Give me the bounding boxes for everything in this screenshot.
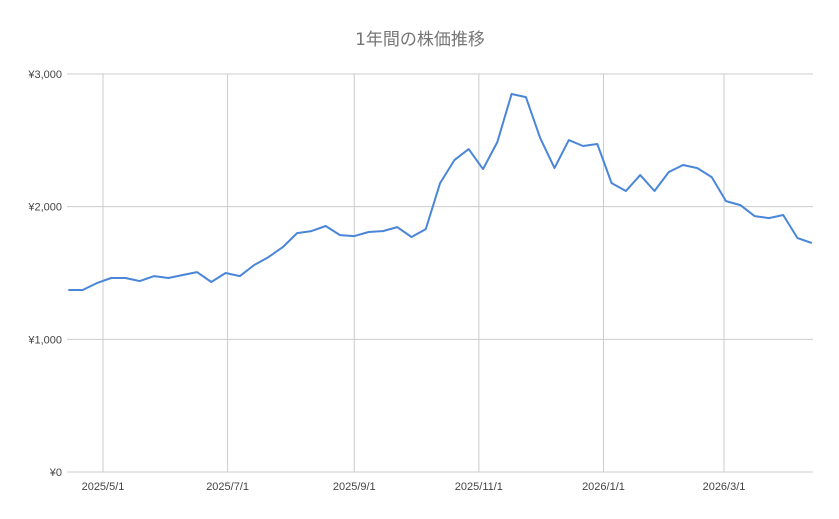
x-tick-label: 2025/5/1 (82, 481, 125, 493)
x-tick-label: 2025/9/1 (333, 481, 376, 493)
x-tick-label: 2025/7/1 (206, 481, 249, 493)
price-line (68, 93, 813, 291)
y-tick-label: ¥0 (49, 467, 62, 479)
y-tick-label: ¥3,000 (27, 69, 62, 81)
x-tick-label: 2025/11/1 (455, 481, 503, 493)
data-points (68, 94, 812, 290)
x-tick-label: 2026/1/1 (582, 481, 625, 493)
chart-title: 1年間の株価推移 (355, 30, 485, 50)
x-axis-ticks: 2025/5/1 2025/7/1 2025/9/1 2025/11/1 2026/1/… (82, 481, 746, 493)
x-tick-label: 2026/3/1 (703, 481, 746, 493)
y-tick-label: ¥1,000 (27, 334, 62, 346)
y-tick-label: ¥2,000 (27, 202, 62, 214)
gridlines (67, 73, 813, 473)
y-axis-ticks: ¥0 ¥1,000 ¥2,000 ¥3,000 (27, 69, 62, 479)
